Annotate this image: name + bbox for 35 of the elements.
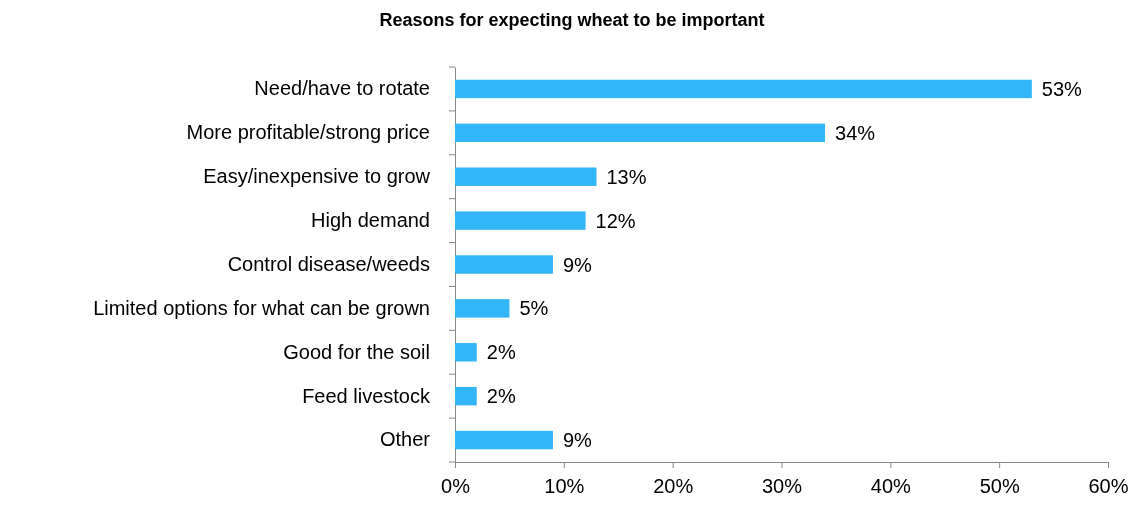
data-label: 5% xyxy=(519,297,549,320)
bar xyxy=(455,79,1032,99)
bar xyxy=(455,167,597,186)
data-label: 53% xyxy=(1041,77,1083,100)
bar xyxy=(455,123,826,143)
y-tick-label: Feed livestock xyxy=(302,384,431,407)
data-label: 12% xyxy=(595,209,636,232)
y-tick-label: Good for the soil xyxy=(283,340,430,363)
bar xyxy=(455,430,553,450)
bar xyxy=(455,299,510,318)
x-tick-label: 20% xyxy=(653,475,694,497)
data-label: 2% xyxy=(486,341,516,364)
data-label: 13% xyxy=(606,165,647,188)
y-tick-label: Easy/inexpensive to grow xyxy=(203,165,431,188)
x-tick-label: 30% xyxy=(761,475,803,497)
x-tick-label: 50% xyxy=(979,475,1020,497)
y-tick-label: More profitable/strong price xyxy=(186,121,430,144)
bar xyxy=(455,386,477,406)
data-label: 9% xyxy=(562,253,593,276)
chart-title: Reasons for expecting wheat to be important xyxy=(379,10,765,30)
bar xyxy=(455,211,586,230)
y-tick-label: High demand xyxy=(311,209,430,232)
data-label: 9% xyxy=(562,429,593,452)
x-tick-label: 0% xyxy=(441,475,471,497)
bar xyxy=(455,255,553,274)
data-label: 34% xyxy=(835,121,876,144)
y-tick-label: Other xyxy=(379,428,431,451)
x-tick-label: 40% xyxy=(870,475,912,497)
data-label: 2% xyxy=(486,385,516,408)
x-tick-label: 10% xyxy=(544,475,585,497)
x-tick-label: 60% xyxy=(1088,475,1129,497)
y-tick-label: Limited options for what can be grown xyxy=(93,296,430,319)
y-tick-label: Control disease/weeds xyxy=(227,252,430,275)
y-tick-label: Need/have to rotate xyxy=(254,77,430,100)
bar xyxy=(455,343,477,362)
